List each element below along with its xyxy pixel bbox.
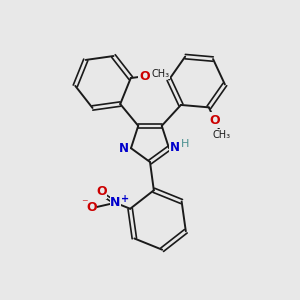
Text: O: O	[139, 70, 150, 83]
Text: ⁻: ⁻	[81, 197, 88, 210]
Text: CH₃: CH₃	[212, 130, 231, 140]
Text: H: H	[181, 139, 189, 149]
Text: +: +	[121, 194, 130, 204]
Text: O: O	[96, 185, 107, 198]
Text: O: O	[86, 201, 97, 214]
Text: N: N	[170, 141, 180, 154]
Text: CH₃: CH₃	[152, 69, 169, 79]
Text: N: N	[110, 196, 121, 209]
Text: N: N	[119, 142, 129, 155]
Text: O: O	[209, 114, 220, 127]
